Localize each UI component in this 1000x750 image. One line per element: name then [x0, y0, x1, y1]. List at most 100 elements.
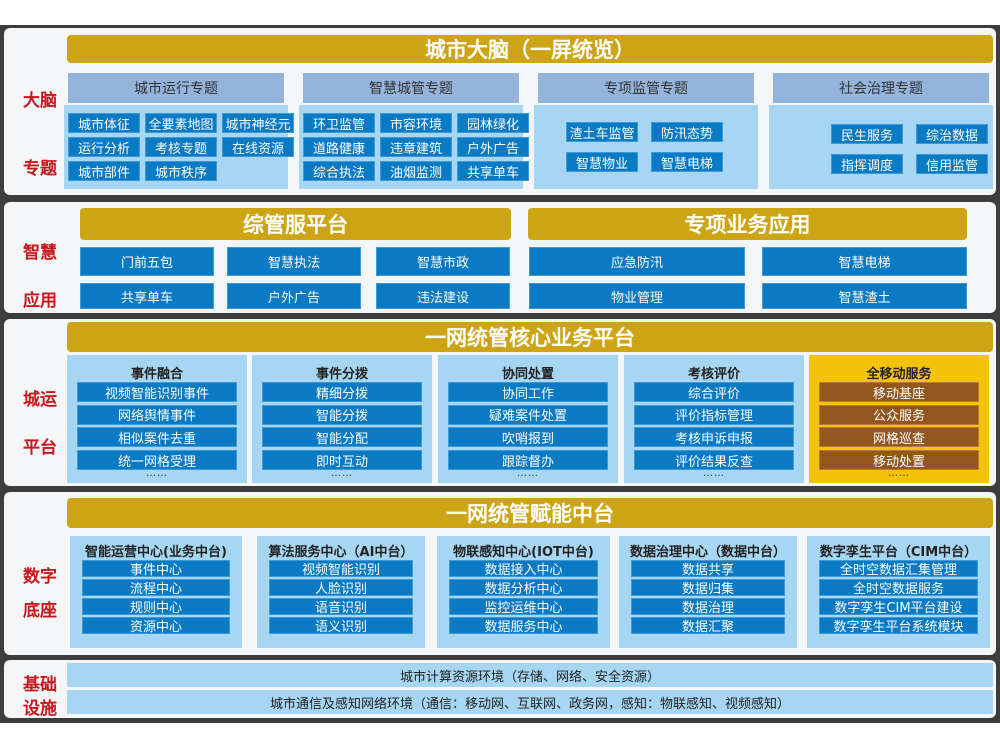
- ops-item[interactable]: 智能分拨: [262, 404, 422, 425]
- base-item[interactable]: 数据治理: [631, 598, 785, 616]
- side-label: 数字: [23, 567, 57, 587]
- app-button[interactable]: 智慧渣土: [762, 283, 967, 309]
- ops-item[interactable]: 网格巡查: [819, 427, 979, 448]
- section-smart-apps: 智慧 应用 综管服平台 专项业务应用 门前五包 智慧执法 智慧市政 共享单车 户外广告 违法建设应…: [4, 202, 996, 313]
- title-bar: 城市大脑（一屏统览）: [67, 35, 993, 63]
- topic-item[interactable]: 考核专题: [145, 137, 217, 157]
- base-item[interactable]: 全时空数据汇集管理: [819, 560, 978, 578]
- base-item[interactable]: 人脸识别: [269, 579, 413, 597]
- ops-item[interactable]: 考核申诉申报: [634, 427, 794, 448]
- ops-column: 协同处置 协同工作 疑难案件处置 吹哨报到 跟踪督办……: [438, 355, 618, 483]
- base-column: 数字孪生平台（CIM中台） 全时空数据汇集管理 全时空数据服务 数字孪生CIM平台建设…: [807, 536, 990, 648]
- column-title: 智能运营中心(业务中台): [85, 545, 227, 560]
- app-button[interactable]: 门前五包: [80, 247, 214, 276]
- topic-item[interactable]: 综治数据: [916, 124, 988, 144]
- base-item[interactable]: 视频智能识别: [269, 560, 413, 578]
- topic-item[interactable]: 渣土车监管: [566, 122, 638, 142]
- base-item[interactable]: 资源中心: [82, 617, 230, 635]
- topic-item[interactable]: 违章建筑: [380, 137, 452, 157]
- topic-header: 智慧城管专题: [303, 73, 519, 103]
- base-item[interactable]: 数据共享: [631, 560, 785, 578]
- column-title: 协同处置: [501, 367, 554, 382]
- side-label: 应用: [23, 291, 57, 311]
- topic-header: 城市运行专题: [68, 73, 284, 103]
- base-item[interactable]: 数字孪生平台系统模块: [819, 617, 978, 635]
- ops-item[interactable]: 相似案件去重: [77, 427, 237, 448]
- base-item[interactable]: 数据接入中心: [449, 560, 598, 578]
- app-button[interactable]: 智慧市政: [376, 247, 510, 276]
- topic-panel: 环卫监管 市容环境 园林绿化道路健康 违章建筑 户外广告综合执法 油烟监测 共享单车: [299, 105, 529, 189]
- ops-item[interactable]: 智能分配: [262, 427, 422, 448]
- ops-item[interactable]: 公众服务: [819, 404, 979, 425]
- base-item[interactable]: 数据归集: [631, 579, 785, 597]
- base-item[interactable]: 语义识别: [269, 617, 413, 635]
- ops-column: 全移动服务 移动基座 公众服务 网格巡查 移动处置……: [809, 355, 989, 483]
- ops-item[interactable]: 视频智能识别事件: [77, 382, 237, 402]
- ops-item[interactable]: 评价结果反查: [634, 450, 794, 471]
- topic-item[interactable]: 防汛态势: [651, 122, 723, 142]
- base-item[interactable]: 全时空数据服务: [819, 579, 978, 597]
- app-button[interactable]: 户外广告: [227, 283, 361, 309]
- topic-item[interactable]: 在线资源: [222, 137, 294, 157]
- app-button[interactable]: 智慧执法: [227, 247, 361, 276]
- topic-item[interactable]: 城市神经元: [222, 113, 294, 133]
- side-label: 设施: [23, 699, 57, 719]
- ops-column: 事件分拨 精细分拨 智能分拨 智能分配 即时互动……: [252, 355, 432, 483]
- ops-item[interactable]: 即时互动: [262, 450, 422, 471]
- base-item[interactable]: 数据服务中心: [449, 617, 598, 635]
- ops-item[interactable]: 协同工作: [448, 382, 608, 402]
- topic-item[interactable]: 智慧物业: [566, 152, 638, 172]
- base-item[interactable]: 数据分析中心: [449, 579, 598, 597]
- base-item[interactable]: 数字孪生CIM平台建设: [819, 598, 978, 616]
- base-item[interactable]: 流程中心: [82, 579, 230, 597]
- topic-item[interactable]: 指挥调度: [831, 154, 903, 174]
- topic-item[interactable]: 信用监管: [916, 154, 988, 174]
- more-indicator: ……: [888, 468, 910, 479]
- topic-item[interactable]: 户外广告: [457, 137, 529, 157]
- topic-item[interactable]: 全要素地图: [145, 113, 217, 133]
- topic-item[interactable]: 环卫监管: [303, 113, 375, 133]
- ops-item[interactable]: 疑难案件处置: [448, 404, 608, 425]
- base-item[interactable]: 数据汇聚: [631, 617, 785, 635]
- topic-item[interactable]: 城市体征: [68, 113, 140, 133]
- topic-item[interactable]: 综合执法: [303, 161, 375, 181]
- topic-item[interactable]: 智慧电梯: [651, 152, 723, 172]
- app-button[interactable]: 共享单车: [80, 283, 214, 309]
- title-bar: 专项业务应用: [528, 208, 967, 240]
- topic-panel: 渣土车监管 防汛态势 智慧物业 智慧电梯: [534, 105, 758, 189]
- base-item[interactable]: 监控运维中心: [449, 598, 598, 616]
- section-digital-base: 数字 底座 一网统管赋能中台 智能运营中心(业务中台) 事件中心 流程中心 规则中心 资源中心…: [4, 492, 996, 655]
- base-item[interactable]: 事件中心: [82, 560, 230, 578]
- topic-item[interactable]: 园林绿化: [457, 113, 529, 133]
- ops-item[interactable]: 吹哨报到: [448, 427, 608, 448]
- ops-item[interactable]: 网络舆情事件: [77, 404, 237, 425]
- base-item[interactable]: 规则中心: [82, 598, 230, 616]
- title-bar: 综管服平台: [80, 208, 511, 240]
- column-title: 考核评价: [687, 367, 740, 382]
- topic-item[interactable]: 油烟监测: [380, 161, 452, 181]
- section-infrastructure: 基础 设施 城市计算资源环境（存储、网络、安全资源） 城市通信及感知网络环境（通信：移…: [4, 660, 996, 719]
- topic-panel: 民生服务 综治数据 指挥调度 信用监管: [769, 105, 993, 189]
- ops-item[interactable]: 跟踪督办: [448, 450, 608, 471]
- topic-item[interactable]: 道路健康: [303, 137, 375, 157]
- ops-item[interactable]: 移动处置: [819, 450, 979, 471]
- topic-item[interactable]: 共享单车: [457, 161, 529, 181]
- ops-item[interactable]: 统一网格受理: [77, 450, 237, 471]
- app-button[interactable]: 应急防汛: [529, 247, 745, 276]
- topic-item[interactable]: 民生服务: [831, 124, 903, 144]
- topic-item[interactable]: 城市部件: [68, 161, 140, 181]
- ops-item[interactable]: 移动基座: [819, 382, 979, 402]
- topic-item[interactable]: 运行分析: [68, 137, 140, 157]
- app-button[interactable]: 物业管理: [529, 283, 745, 309]
- app-button[interactable]: 智慧电梯: [762, 247, 967, 276]
- topic-item[interactable]: 城市秩序: [145, 161, 217, 181]
- column-title: 事件分拨: [315, 367, 368, 382]
- topic-item[interactable]: 市容环境: [380, 113, 452, 133]
- ops-item[interactable]: 评价指标管理: [634, 404, 794, 425]
- base-column: 数据治理中心（数据中台） 数据共享 数据归集 数据治理 数据汇聚: [619, 536, 797, 648]
- base-item[interactable]: 语音识别: [269, 598, 413, 616]
- app-button[interactable]: 违法建设: [376, 283, 510, 309]
- ops-item[interactable]: 综合评价: [634, 382, 794, 402]
- ops-item[interactable]: 精细分拨: [262, 382, 422, 402]
- column-title: 算法服务中心（AI中台）: [268, 545, 414, 560]
